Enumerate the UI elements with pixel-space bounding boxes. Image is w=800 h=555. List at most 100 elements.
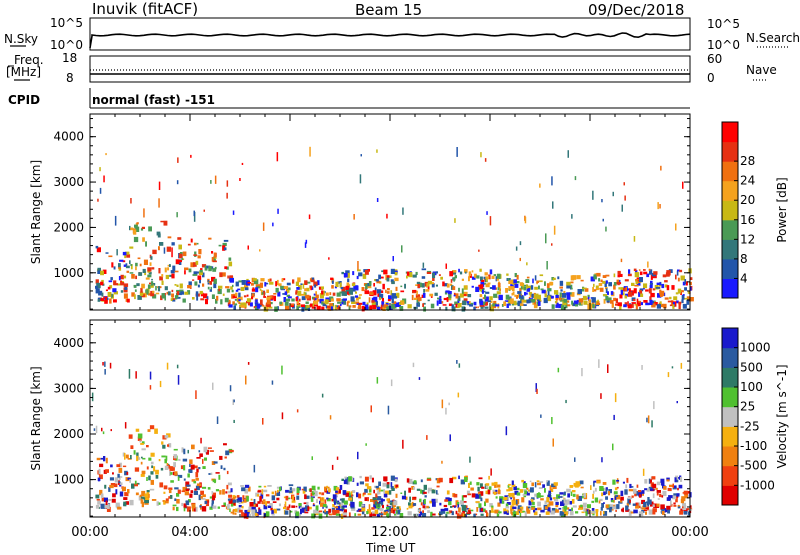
echo-cell bbox=[467, 302, 471, 306]
echo-cell bbox=[554, 497, 559, 502]
echo-cell bbox=[148, 457, 152, 461]
echo-cell bbox=[95, 245, 99, 249]
echo-cell bbox=[316, 305, 321, 310]
echo-cell bbox=[134, 289, 137, 292]
echo-cell bbox=[113, 291, 118, 295]
echo-cell bbox=[408, 272, 413, 278]
echo-cell bbox=[277, 489, 279, 493]
echo-cell bbox=[439, 511, 443, 515]
echo-cell bbox=[677, 504, 680, 507]
echo-cell bbox=[258, 509, 262, 515]
echo-cell bbox=[306, 305, 310, 308]
echo-cell bbox=[539, 481, 544, 483]
echo-cell bbox=[284, 510, 289, 515]
echo-cell bbox=[193, 211, 196, 222]
echo-cell bbox=[390, 486, 394, 489]
echo-cell bbox=[175, 259, 180, 265]
echo-cell bbox=[93, 428, 96, 431]
echo-cell bbox=[633, 236, 636, 242]
echo-cell bbox=[645, 289, 649, 292]
echo-cell bbox=[446, 490, 450, 495]
echo-cell bbox=[667, 300, 673, 303]
echo-cell bbox=[678, 303, 681, 310]
echo-cell bbox=[135, 371, 137, 379]
echo-cell bbox=[441, 511, 446, 514]
echo-cell bbox=[643, 283, 648, 289]
echo-cell bbox=[513, 510, 516, 513]
echo-cell bbox=[228, 490, 232, 494]
echo-cell bbox=[444, 291, 448, 295]
echo-cell bbox=[436, 485, 440, 488]
echo-cell bbox=[286, 282, 291, 286]
echo-cell bbox=[635, 279, 639, 282]
echo-cell bbox=[482, 289, 484, 294]
echo-cell bbox=[195, 472, 199, 478]
echo-cell bbox=[655, 487, 658, 490]
echo-cell bbox=[100, 503, 106, 509]
echo-cell bbox=[527, 489, 532, 492]
echo-cell bbox=[150, 281, 154, 286]
echo-cell bbox=[324, 511, 329, 515]
echo-cell bbox=[677, 269, 680, 272]
echo-cell bbox=[491, 505, 494, 508]
echo-cell bbox=[533, 511, 538, 516]
echo-cell bbox=[269, 278, 272, 282]
echo-cell bbox=[224, 456, 227, 459]
echo-cell bbox=[519, 506, 523, 509]
echo-cell bbox=[372, 290, 377, 296]
echo-cell bbox=[97, 500, 101, 505]
echo-cell bbox=[328, 488, 331, 493]
echo-cell bbox=[350, 491, 353, 495]
echo-cell bbox=[315, 291, 317, 295]
echo-cell bbox=[390, 379, 393, 387]
echo-cell bbox=[613, 282, 617, 286]
echo-cell bbox=[350, 501, 355, 508]
echo-cell bbox=[468, 276, 470, 282]
echo-cell bbox=[251, 293, 255, 298]
echo-cell bbox=[444, 283, 448, 287]
echo-cell bbox=[682, 502, 686, 507]
echo-cell bbox=[248, 513, 252, 517]
echo-cell bbox=[455, 303, 458, 308]
echo-cell bbox=[318, 510, 323, 513]
echo-cell bbox=[467, 493, 472, 496]
echo-cell bbox=[457, 504, 460, 509]
echo-cell bbox=[162, 500, 165, 502]
echo-cell bbox=[182, 458, 188, 462]
echo-cell bbox=[304, 494, 307, 500]
echo-cell bbox=[339, 303, 342, 307]
echo-cell bbox=[539, 274, 544, 277]
echo-cell bbox=[229, 449, 234, 453]
echo-cell bbox=[549, 485, 552, 491]
echo-cell bbox=[148, 226, 152, 232]
echo-cell bbox=[333, 499, 337, 502]
echo-cell bbox=[356, 303, 360, 305]
echo-cell bbox=[614, 487, 618, 491]
echo-cell bbox=[160, 220, 164, 223]
echo-cell bbox=[447, 291, 452, 295]
echo-cell bbox=[149, 385, 152, 390]
echo-cell bbox=[298, 504, 302, 509]
echo-cell bbox=[334, 304, 337, 311]
echo-cell bbox=[155, 475, 159, 479]
echo-cell bbox=[374, 509, 379, 515]
echo-cell bbox=[135, 226, 140, 232]
echo-cell bbox=[565, 302, 568, 309]
echo-cell bbox=[555, 505, 559, 508]
echo-cell bbox=[118, 276, 121, 281]
echo-cell bbox=[353, 214, 355, 220]
echo-cell bbox=[204, 457, 207, 461]
echo-cell bbox=[243, 513, 247, 519]
echo-cell bbox=[680, 362, 683, 369]
echo-cell bbox=[262, 501, 266, 505]
echo-cell bbox=[519, 282, 524, 286]
colorbar-tick-label: -100 bbox=[740, 439, 767, 453]
echo-cell bbox=[370, 292, 374, 296]
echo-cell bbox=[669, 484, 674, 487]
echo-cell bbox=[427, 281, 430, 287]
echo-cell bbox=[643, 271, 648, 275]
echo-cell bbox=[610, 300, 614, 304]
echo-cell bbox=[624, 279, 629, 282]
echo-cell bbox=[308, 214, 311, 220]
echo-cell bbox=[305, 239, 308, 244]
